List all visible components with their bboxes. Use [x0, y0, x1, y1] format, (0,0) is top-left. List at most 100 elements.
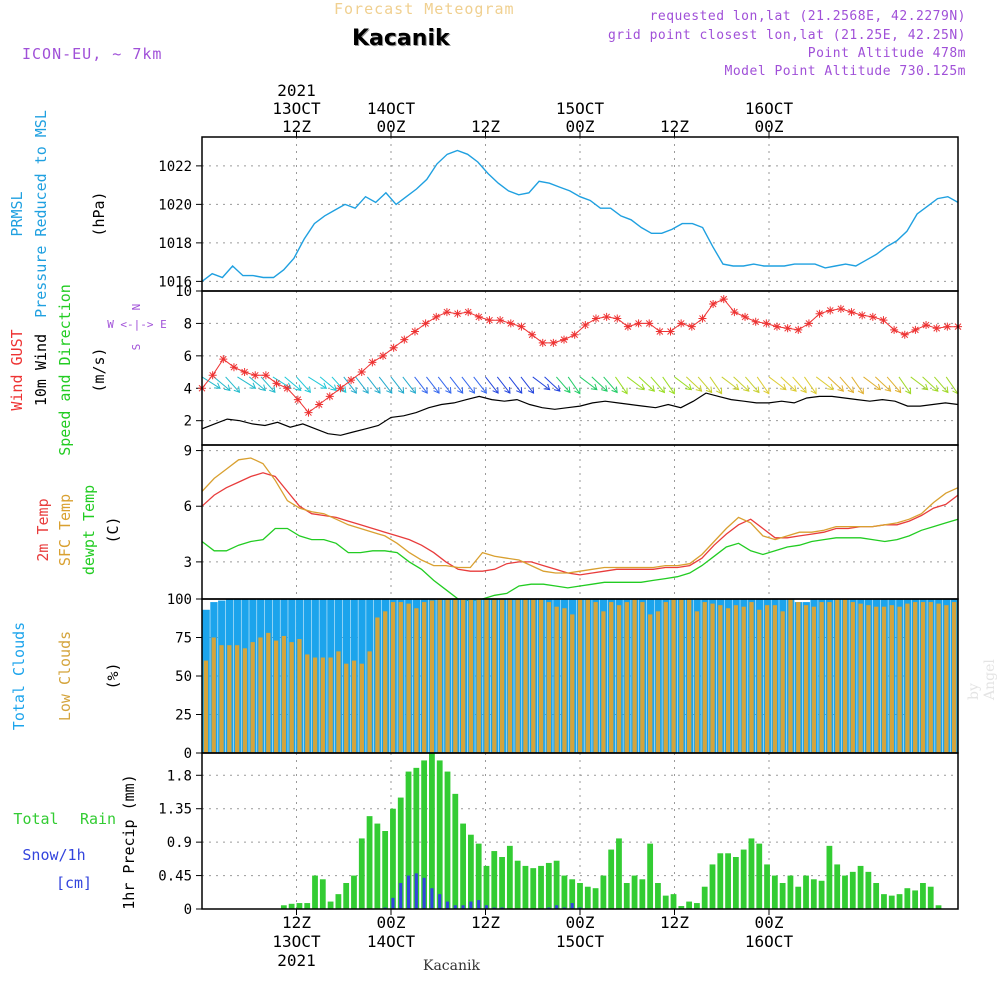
y-tick-label: 4: [184, 381, 192, 397]
y-tick-label: 100: [167, 592, 192, 608]
gust-marker: [634, 319, 643, 328]
gust-marker: [496, 316, 505, 325]
gust-marker: [379, 351, 388, 360]
wind-arrow-head: [942, 386, 949, 394]
gust-marker: [687, 322, 696, 331]
wind-arrow-head: [931, 385, 939, 392]
rain-bar: [382, 831, 389, 909]
wind-arrow-head: [350, 387, 357, 394]
gust-marker: [219, 355, 228, 364]
wind-arrow-head: [564, 386, 571, 394]
rain-bar: [795, 886, 802, 909]
low-cloud-bar: [492, 599, 497, 753]
wind-arrow-head: [921, 383, 929, 391]
wind-arrow-head: [779, 383, 787, 391]
rain-bar: [288, 903, 295, 909]
wind-arrow-head: [421, 387, 428, 394]
low-cloud-bar: [484, 599, 489, 753]
rain-bar: [771, 875, 778, 909]
wind-direction-arrow: [591, 376, 608, 392]
low-cloud-bar: [242, 648, 248, 753]
rain-bar: [678, 906, 685, 909]
wind-arrow-head: [468, 387, 476, 394]
y-tick-label: 6: [184, 349, 192, 365]
gust-marker: [528, 330, 537, 339]
low-cloud-bar: [842, 599, 848, 753]
y-tick-label: 1.35: [158, 802, 192, 818]
wind-arrow-head: [504, 387, 511, 394]
y-tick-label: 6: [184, 499, 192, 515]
rain-bar: [390, 808, 396, 909]
low-cloud-bar: [359, 663, 364, 753]
rain-bar: [842, 875, 848, 909]
wind-arrow-head: [905, 387, 912, 395]
wind-arrow-head: [847, 386, 855, 394]
wind-arrow-head: [705, 386, 713, 394]
wind-arrow-head: [753, 386, 760, 394]
wind-direction-arrow: [650, 376, 665, 393]
wind-direction-arrow: [697, 376, 713, 393]
gust-marker: [709, 299, 718, 308]
gust-marker: [336, 384, 345, 393]
y-tick-label: 0: [184, 902, 192, 918]
wind-direction-arrow: [237, 376, 256, 389]
snow-bar: [391, 897, 395, 909]
low-cloud-bar: [624, 602, 629, 753]
time-axis-label-top: 15OCT: [556, 99, 605, 118]
low-cloud-bar: [406, 603, 411, 753]
wind-direction-arrow: [756, 376, 770, 394]
rain-bar: [304, 903, 311, 909]
wind-direction-arrow: [874, 376, 891, 392]
gust-marker: [730, 308, 739, 317]
gust-marker: [464, 308, 473, 317]
rain-bar: [514, 860, 521, 909]
wind-arrow-head: [857, 387, 864, 395]
rain-bar: [810, 879, 817, 909]
wind-direction-arrow: [508, 376, 523, 394]
time-axis-label-top: 13OCT: [272, 99, 321, 118]
low-cloud-bar: [874, 606, 879, 753]
rain-bar: [694, 903, 700, 909]
low-cloud-bar: [772, 605, 778, 753]
low-cloud-bar: [538, 599, 544, 753]
low-cloud-bar: [383, 611, 388, 753]
wind-arrow-head: [685, 383, 693, 391]
wind-gust-label: Wind GUST: [8, 329, 26, 410]
wind-direction-arrow: [768, 376, 787, 391]
gust-marker: [836, 304, 845, 313]
rain-bar: [881, 894, 887, 909]
pressure-label-1: PRMSL: [8, 191, 26, 236]
low-cloud-bar: [796, 602, 801, 753]
y-tick-label: 25: [175, 708, 192, 724]
wind-arrow-head: [223, 384, 231, 392]
wind10m-line: [201, 392, 959, 436]
low-cloud-bar: [281, 635, 287, 753]
gust-marker: [772, 322, 781, 331]
rain-bar: [748, 838, 755, 909]
gust-marker: [506, 319, 515, 328]
gust-marker: [421, 319, 430, 328]
rain-bar: [912, 890, 919, 909]
rain-bar: [491, 851, 498, 909]
low-cloud-bar: [219, 645, 224, 753]
y-tick-label: 1016: [158, 274, 192, 290]
low-clouds-label: Low Clouds: [56, 631, 74, 721]
rain-bar: [436, 760, 443, 909]
low-cloud-bar: [687, 599, 692, 753]
wind-direction-arrow: [308, 376, 327, 389]
wind-direction-arrow: [827, 376, 844, 392]
wind-direction-arrow: [343, 376, 357, 394]
low-cloud-bar: [398, 602, 403, 753]
snow-unit: [cm]: [56, 874, 92, 892]
wind-arrow-head: [543, 383, 551, 391]
wind-direction-arrow: [555, 376, 571, 393]
rain-bar: [701, 886, 708, 909]
rain-bar: [686, 901, 693, 909]
wind-direction-arrow: [355, 376, 369, 394]
compass-east-west: W <-|-> E: [107, 318, 167, 331]
y-tick-label: 3: [184, 555, 192, 571]
time-axis-label-bottom: 14OCT: [367, 932, 416, 951]
low-cloud-bar: [585, 599, 590, 753]
wind-direction-arrow: [567, 376, 581, 394]
wind-direction-arrow: [414, 376, 428, 394]
